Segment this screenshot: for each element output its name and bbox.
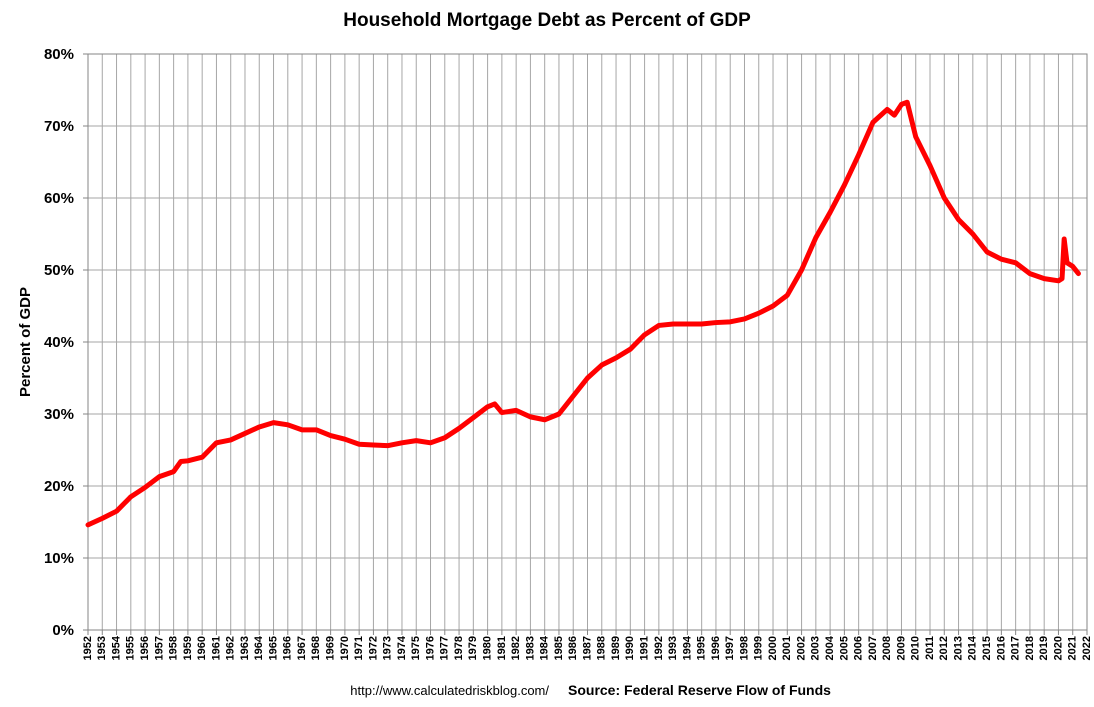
x-tick-label: 1972 bbox=[367, 636, 379, 660]
y-tick-label: 60% bbox=[44, 190, 74, 207]
x-tick-label: 1999 bbox=[753, 636, 765, 660]
x-tick-label: 1959 bbox=[182, 636, 194, 660]
x-tick-label: 2015 bbox=[981, 636, 993, 660]
x-tick-label: 2008 bbox=[881, 636, 893, 660]
x-tick-label: 1988 bbox=[596, 636, 608, 660]
source: Source: Federal Reserve Flow of Funds bbox=[568, 682, 831, 698]
x-tick-label: 1981 bbox=[496, 636, 508, 660]
y-tick-label: 40% bbox=[44, 334, 74, 351]
x-tick-label: 1965 bbox=[267, 636, 279, 660]
x-tick-label: 1954 bbox=[110, 635, 122, 660]
x-tick-label: 2005 bbox=[838, 636, 850, 660]
x-tick-label: 1963 bbox=[239, 636, 251, 660]
x-tick-label: 2011 bbox=[924, 636, 936, 660]
x-tick-label: 1967 bbox=[296, 636, 308, 660]
x-tick-label: 1982 bbox=[510, 636, 522, 660]
x-tick-label: 1995 bbox=[696, 636, 708, 660]
y-tick-label: 50% bbox=[44, 262, 74, 279]
x-tick-label: 2021 bbox=[1067, 636, 1079, 660]
y-tick-label: 30% bbox=[44, 406, 74, 423]
x-tick-label: 1955 bbox=[125, 636, 137, 660]
x-tick-label: 1956 bbox=[139, 636, 151, 660]
x-tick-label: 1961 bbox=[210, 636, 222, 660]
x-tick-label: 1990 bbox=[624, 636, 636, 660]
x-tick-label: 1970 bbox=[339, 636, 351, 660]
x-tick-label: 1978 bbox=[453, 636, 465, 660]
x-tick-label: 1977 bbox=[439, 636, 451, 660]
x-tick-label: 1957 bbox=[153, 636, 165, 660]
x-tick-label: 1985 bbox=[553, 636, 565, 660]
y-tick-label: 0% bbox=[52, 622, 74, 639]
x-tick-label: 2001 bbox=[781, 636, 793, 660]
x-tick-label: 2003 bbox=[810, 636, 822, 660]
x-tick-label: 1974 bbox=[396, 635, 408, 660]
x-tick-label: 1973 bbox=[382, 636, 394, 660]
x-tick-label: 2017 bbox=[1010, 636, 1022, 660]
x-tick-label: 2013 bbox=[952, 636, 964, 660]
x-tick-label: 2004 bbox=[824, 635, 836, 660]
x-tick-label: 2012 bbox=[938, 636, 950, 660]
y-tick-label: 20% bbox=[44, 478, 74, 495]
data-line bbox=[85, 99, 1081, 528]
x-tick-label: 1993 bbox=[667, 636, 679, 660]
x-tick-label: 2002 bbox=[795, 636, 807, 660]
x-tick-label: 1962 bbox=[225, 636, 237, 660]
x-tick-label: 1987 bbox=[581, 636, 593, 660]
x-tick-label: 1989 bbox=[610, 636, 622, 660]
x-tick-label: 1964 bbox=[253, 635, 265, 660]
chart-title: Household Mortgage Debt as Percent of GD… bbox=[343, 10, 751, 31]
x-tick-label: 2010 bbox=[910, 636, 922, 660]
y-axis-label: Percent of GDP bbox=[17, 287, 34, 397]
x-tick-label: 1975 bbox=[410, 636, 422, 660]
x-tick-label: 2014 bbox=[967, 635, 979, 660]
x-tick-label: 1969 bbox=[325, 636, 337, 660]
x-tick-label: 1992 bbox=[653, 636, 665, 660]
y-tick-label: 10% bbox=[44, 550, 74, 567]
source-url: http://www.calculatedriskblog.com/ bbox=[350, 683, 549, 698]
x-tick-label: 2018 bbox=[1024, 636, 1036, 660]
x-tick-label: 2020 bbox=[1052, 636, 1064, 660]
x-tick-label: 2016 bbox=[995, 636, 1007, 660]
plot-border bbox=[87, 53, 1088, 631]
x-tick-label: 1984 bbox=[539, 635, 551, 660]
x-tick-label: 1966 bbox=[282, 636, 294, 660]
x-tick-label: 2019 bbox=[1038, 636, 1050, 660]
x-tick-label: 1960 bbox=[196, 636, 208, 660]
x-tick-label: 1980 bbox=[482, 636, 494, 660]
x-tick-label: 1991 bbox=[638, 636, 650, 660]
x-tick-label: 2000 bbox=[767, 636, 779, 660]
x-tick-label: 1968 bbox=[310, 636, 322, 660]
y-tick-label: 70% bbox=[44, 118, 74, 135]
x-tick-label: 2007 bbox=[867, 636, 879, 660]
x-tick-label: 1994 bbox=[681, 635, 693, 660]
x-tick-label: 2022 bbox=[1081, 636, 1093, 660]
x-tick-label: 1952 bbox=[82, 636, 94, 660]
y-tick-label: 80% bbox=[44, 46, 74, 63]
x-tick-label: 2006 bbox=[853, 636, 865, 660]
x-tick-label: 1958 bbox=[168, 636, 180, 660]
x-tick-label: 1971 bbox=[353, 636, 365, 660]
x-tick-label: 1953 bbox=[96, 636, 108, 660]
x-tick-label: 1998 bbox=[738, 636, 750, 660]
x-tick-label: 2009 bbox=[895, 636, 907, 660]
x-tick-label: 1996 bbox=[710, 636, 722, 660]
x-tick-label: 1986 bbox=[567, 636, 579, 660]
x-tick-label: 1976 bbox=[424, 636, 436, 660]
x-tick-label: 1983 bbox=[524, 636, 536, 660]
x-tick-label: 1979 bbox=[467, 636, 479, 660]
x-tick-label: 1997 bbox=[724, 636, 736, 660]
